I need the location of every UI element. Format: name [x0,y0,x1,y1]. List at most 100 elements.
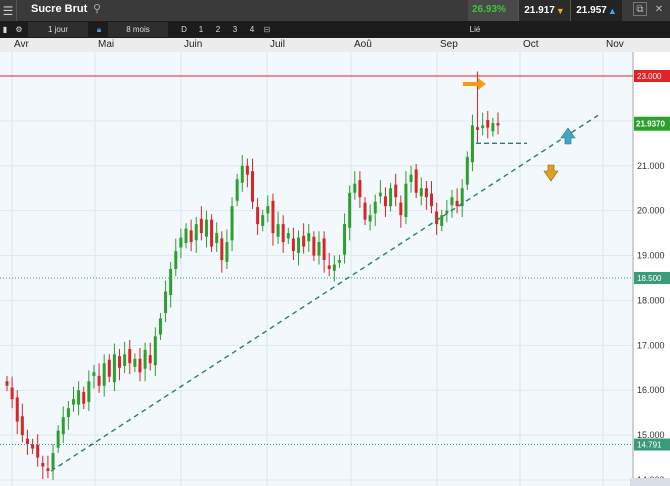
candle-body [450,197,454,206]
tick-label: 18.000 [637,295,665,305]
candle-body [486,119,490,128]
candle-body [353,183,357,193]
ask-price: 21.957 [576,5,607,16]
candle-body [46,468,50,472]
range-button[interactable]: 1 [198,25,204,34]
candle-body [235,179,239,201]
candle-body [128,348,132,364]
bid-price: 21.917 [524,5,555,16]
candle-body [92,372,96,376]
price-level-label: 18.500 [637,274,662,283]
candle-body [87,381,91,402]
candle-body [189,230,193,243]
last-price-label: 21.9370 [636,120,665,129]
month-label: Aoû [354,39,372,50]
candle-body [455,200,459,207]
candle-body [399,202,403,216]
candle-body [5,381,9,386]
range-button[interactable]: 2 [215,25,221,34]
month-label: Oct [523,39,539,50]
candle-body [266,206,270,214]
candle-body [297,237,301,253]
candle-body [271,200,275,234]
range-button[interactable]: 3 [232,25,238,34]
candle-body [404,183,408,217]
bid-price-button[interactable]: 21.917 ▼ [518,0,570,21]
interval-select[interactable]: 1 jour [28,22,88,37]
month-label: Avr [14,39,29,50]
title-bar: ☰ Sucre Brut ⚲ 26.93% 21.917 ▼ 21.957 ▲ ⧉ … [0,0,670,21]
candle-body [256,207,260,225]
candle-body [225,242,229,262]
candle-body [41,462,45,467]
candle-body [317,242,321,256]
candle-body [343,224,347,255]
expand-icon[interactable]: ⊟ [263,25,271,34]
candle-body [419,188,423,197]
scroll-handle [630,478,670,486]
candle-body [291,238,295,252]
ask-price-button[interactable]: 21.957 ▲ [570,0,622,21]
candle-body [337,260,341,263]
candle-body [66,408,70,418]
candle-body [312,236,316,256]
candle-body [460,188,464,207]
candle-body [240,165,244,183]
candle-body [348,192,352,228]
trend-line [50,114,599,472]
candle-body [481,125,485,129]
candle-body [373,201,377,214]
sell-arrow-icon [543,164,559,182]
candle-body [153,336,157,366]
candle-body [445,210,449,214]
candle-body [302,235,306,247]
candle-body [77,390,81,405]
candle-body [496,123,500,126]
candle-body [51,453,55,470]
candle-body [138,358,142,373]
hamburger-icon[interactable]: ☰ [0,0,17,21]
tick-label: 15.000 [637,430,665,440]
candle-body [424,188,428,198]
price-chart[interactable]: 23.00022.00021.00020.00019.00018.00017.0… [0,52,670,486]
candle-body [118,356,122,368]
month-label: Juil [270,39,286,50]
candle-body [164,291,168,314]
plot-background [0,52,633,486]
candle-body [97,375,101,386]
gear-icon[interactable]: ⚙ [15,25,23,34]
lock-icon[interactable]: 🔒︎ [96,24,102,34]
candle-body [363,202,367,220]
price-level-tag [634,438,670,451]
candle-body [276,224,280,237]
candle-body [112,354,116,383]
candle-body [36,444,40,458]
candle-body [394,184,398,198]
candle-body [378,192,382,197]
linked-toggle[interactable]: Lié [469,25,481,34]
restore-icon[interactable]: ⧉ [633,2,647,16]
candle-body [123,354,127,366]
arrow-right-icon [463,78,486,90]
candle-body [158,318,162,335]
range-button[interactable]: 4 [249,25,255,34]
price-level-tag [634,70,670,82]
candle-body [133,358,137,367]
price-level-tag [634,272,670,284]
candle-body [230,206,234,241]
period-select[interactable]: 8 mois [108,22,168,37]
candle-body [491,123,495,132]
tick-label: 20.000 [637,206,665,216]
month-label: Nov [606,39,624,50]
candle-body [251,171,254,202]
bars-icon[interactable]: ▮ [2,25,8,34]
search-icon[interactable]: ⚲ [93,3,102,15]
candle-body [220,238,224,261]
candle-body [409,174,413,182]
range-button[interactable]: D [181,25,187,34]
candle-body [435,211,439,225]
candle-body [15,397,19,422]
close-icon[interactable]: ✕ [654,3,664,15]
candle-body [470,125,474,163]
candle-body [261,215,265,226]
